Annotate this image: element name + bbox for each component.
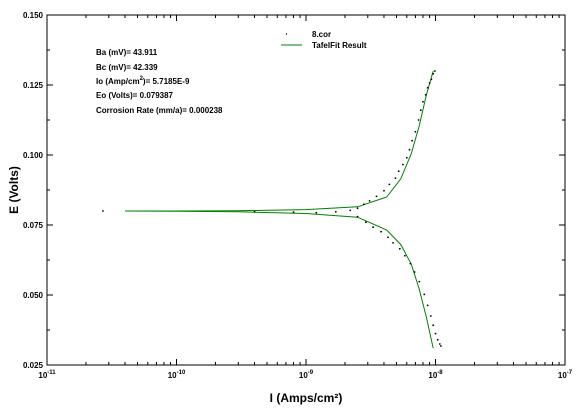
y-axis-title: E (Volts) xyxy=(7,166,21,214)
legend: 8.cor TafelFit Result xyxy=(281,30,367,50)
data-point xyxy=(428,82,431,84)
data-point xyxy=(394,177,397,180)
param-ba: Ba (mV)= 43.911 xyxy=(96,48,158,57)
data-point xyxy=(387,236,389,239)
data-point xyxy=(434,332,437,335)
legend-label-8cor: 8.cor xyxy=(312,30,331,39)
y-tick-label: 0.100 xyxy=(23,151,44,160)
y-tick-label: 0.150 xyxy=(23,11,44,20)
param-bc: Bc (mV)= 42.339 xyxy=(96,63,158,72)
data-point xyxy=(349,209,352,212)
data-point xyxy=(409,262,412,265)
data-point xyxy=(417,119,420,121)
data-point xyxy=(368,200,371,202)
data-point xyxy=(253,210,256,213)
data-point xyxy=(408,148,411,151)
data-point xyxy=(418,280,421,283)
x-tick-label: 10-7 xyxy=(558,370,573,380)
data-point xyxy=(438,343,441,345)
data-point xyxy=(397,170,400,173)
data-point xyxy=(422,100,424,103)
data-point xyxy=(411,139,413,142)
data-point xyxy=(426,304,429,307)
data-point xyxy=(440,345,442,347)
data-point xyxy=(414,130,417,133)
data-point xyxy=(383,189,385,192)
data-point xyxy=(429,315,432,317)
x-tick-label: 10-11 xyxy=(38,370,56,380)
data-point xyxy=(426,86,429,89)
y-tick-label: 0.125 xyxy=(23,81,44,90)
param-io: Io (Amp/cm2)= 5.7185E-9 xyxy=(96,76,190,86)
data-point xyxy=(432,72,435,75)
data-point xyxy=(398,247,401,250)
x-axis-title: I (Amps/cm²) xyxy=(270,391,343,405)
param-eo: Eo (Volts)= 0.079387 xyxy=(96,91,174,100)
data-point xyxy=(436,338,439,341)
data-point xyxy=(404,254,406,257)
data-point xyxy=(392,242,394,244)
data-point xyxy=(423,293,426,296)
data-point xyxy=(380,230,382,233)
x-tick-label: 10-10 xyxy=(168,370,186,380)
y-tick-label: 0.050 xyxy=(23,291,44,300)
tafel-fit-anodic-branch xyxy=(125,70,434,212)
data-point xyxy=(356,207,359,210)
data-point xyxy=(334,210,337,213)
data-point xyxy=(365,221,367,224)
data-point xyxy=(388,183,391,186)
data-point xyxy=(372,226,374,229)
data-point xyxy=(405,156,408,159)
data-point xyxy=(375,195,378,198)
data-point xyxy=(363,203,365,206)
data-point xyxy=(432,324,435,327)
data-point xyxy=(413,271,416,273)
data-point xyxy=(430,78,433,81)
data-point xyxy=(292,211,295,214)
data-point xyxy=(419,109,422,112)
plot-area xyxy=(46,14,566,366)
data-point xyxy=(102,210,104,212)
data-point xyxy=(402,163,404,166)
data-point xyxy=(315,211,318,214)
data-point xyxy=(356,215,359,218)
data-point xyxy=(434,70,436,72)
legend-label-tafelfit: TafelFit Result xyxy=(312,41,367,50)
y-tick-label: 0.025 xyxy=(23,361,44,370)
tafel-fit-cathodic-branch xyxy=(124,210,434,349)
data-point xyxy=(424,93,427,96)
fit-parameters: Ba (mV)= 43.911 Bc (mV)= 42.339 Io (Amp/… xyxy=(96,48,223,115)
x-tick-label: 10-9 xyxy=(299,370,314,380)
param-corrosion-rate: Corrosion Rate (mm/a)= 0.000238 xyxy=(96,106,223,115)
x-tick-label: 10-8 xyxy=(428,370,443,380)
y-tick-label: 0.075 xyxy=(23,221,44,230)
